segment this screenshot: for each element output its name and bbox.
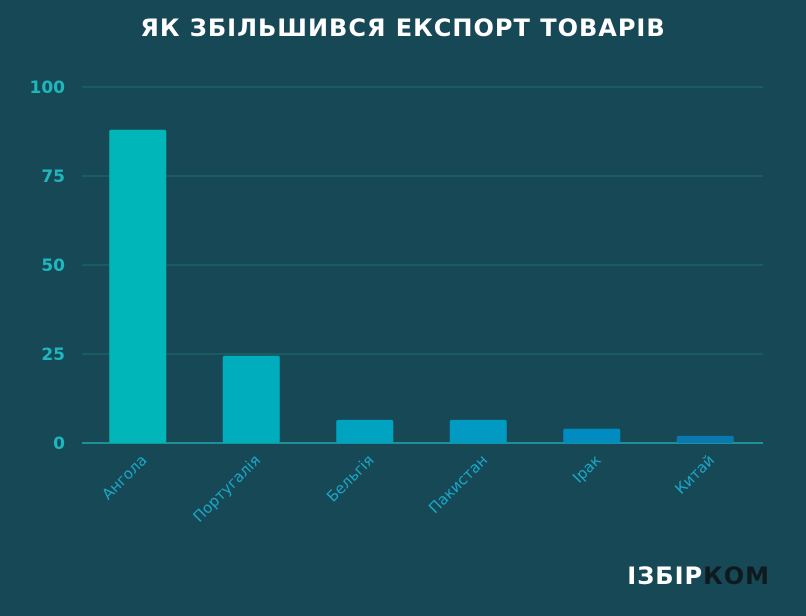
x-tick-label: Ірак	[569, 451, 604, 486]
bar	[109, 129, 167, 443]
x-tick-label: Бельгія	[323, 451, 377, 505]
gridlines	[82, 86, 763, 444]
y-tick-label: 25	[41, 345, 65, 365]
x-axis-tick-labels: Ангола Португалія Бельгія Пакистан Ірак Китай	[98, 451, 718, 526]
chart-title: ЯК ЗБІЛЬШИВСЯ ЕКСПОРТ ТОВАРІВ	[140, 14, 666, 42]
bar	[676, 435, 734, 443]
y-tick-label: 75	[41, 167, 65, 187]
y-tick-label: 0	[53, 434, 65, 454]
x-tick-label: Португалія	[190, 451, 265, 526]
bar	[222, 355, 280, 443]
bar	[449, 419, 507, 443]
logo-part-1: ІЗБІР	[627, 562, 704, 590]
x-tick-label: Ангола	[98, 451, 150, 503]
x-tick-label: Китай	[671, 451, 718, 498]
y-axis-tick-labels: 0 25 50 75 100	[30, 78, 66, 454]
bar	[336, 419, 394, 443]
x-tick-label: Пакистан	[425, 451, 491, 517]
izbirkom-logo: ІЗБІРКОМ	[627, 562, 770, 590]
logo-part-2: КОМ	[703, 562, 770, 590]
bar	[563, 428, 621, 443]
y-tick-label: 50	[41, 256, 65, 276]
y-tick-label: 100	[30, 78, 66, 98]
bars	[109, 129, 734, 443]
